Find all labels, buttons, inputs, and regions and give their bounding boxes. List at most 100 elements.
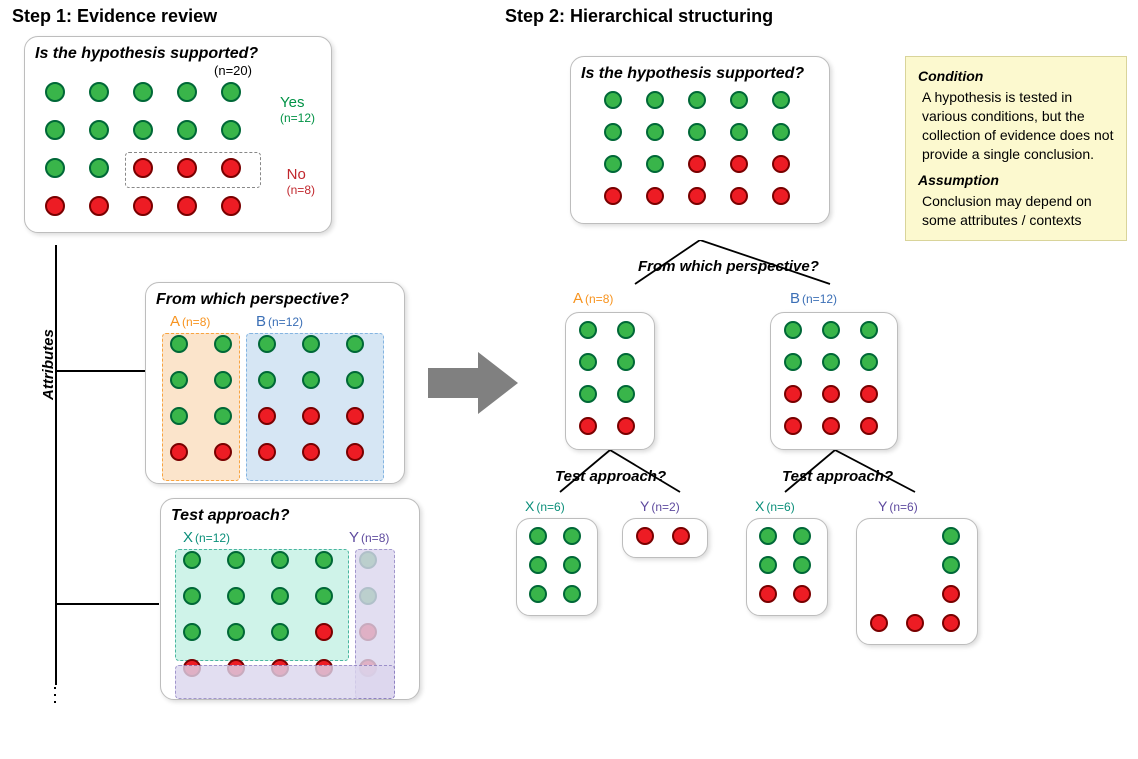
dot-green xyxy=(772,123,790,141)
dot-green xyxy=(563,556,581,574)
attr-branch-1 xyxy=(55,370,145,372)
dot-red xyxy=(258,443,276,461)
dot-red xyxy=(177,196,197,216)
yes-n: (n=12) xyxy=(280,111,315,125)
dot-green xyxy=(346,335,364,353)
note-condition-text: A hypothesis is tested in various condit… xyxy=(922,88,1114,164)
dot-red xyxy=(772,155,790,173)
dot-green xyxy=(646,91,664,109)
dot-green xyxy=(688,123,706,141)
card-hypothesis-title: Is the hypothesis supported? xyxy=(35,45,321,63)
dot-red xyxy=(688,187,706,205)
dot-green xyxy=(563,585,581,603)
dot-red xyxy=(822,385,840,403)
regionY-label: Y(n=8) xyxy=(349,529,389,546)
dot-green xyxy=(617,385,635,403)
regionX-label: X(n=12) xyxy=(183,529,230,546)
dot-red xyxy=(315,623,333,641)
dot-green xyxy=(177,82,197,102)
dot-green xyxy=(227,587,245,605)
dot-green xyxy=(529,585,547,603)
s2-AX-grid xyxy=(529,527,585,607)
dot-green xyxy=(271,551,289,569)
dot-red xyxy=(730,155,748,173)
dot-green xyxy=(563,527,581,545)
dot-green xyxy=(759,527,777,545)
dot-red xyxy=(302,407,320,425)
card-approach: Test approach? X(n=12) Y(n=8) xyxy=(160,498,420,700)
card-hypothesis: Is the hypothesis supported? (n=20) Yes … xyxy=(24,36,332,233)
dot-green xyxy=(183,623,201,641)
s2-B-grid xyxy=(784,321,884,441)
dot-green xyxy=(214,371,232,389)
dot-red xyxy=(793,585,811,603)
dot-green xyxy=(89,120,109,140)
s2AX-label: X(n=6) xyxy=(525,498,565,514)
dot-red xyxy=(45,196,65,216)
dot-green xyxy=(579,321,597,339)
dot-green xyxy=(170,407,188,425)
dot-red xyxy=(860,417,878,435)
attributes-vline xyxy=(55,245,57,685)
s2-A-grid xyxy=(579,321,641,441)
dot-green xyxy=(214,407,232,425)
s2-cardA xyxy=(565,312,655,450)
step2-title: Step 2: Hierarchical structuring xyxy=(505,6,773,27)
card-perspective: From which perspective? A(n=8) B(n=12) xyxy=(145,282,405,484)
dot-red xyxy=(214,443,232,461)
s2-A-label: A(n=8) xyxy=(573,290,613,307)
dot-green xyxy=(688,91,706,109)
dot-green xyxy=(860,353,878,371)
note-condition-title: Condition xyxy=(918,67,1114,86)
dot-green xyxy=(793,556,811,574)
s2-split1-label: From which perspective? xyxy=(638,258,819,275)
dot-green xyxy=(604,155,622,173)
dot-green xyxy=(617,353,635,371)
dot-red xyxy=(617,417,635,435)
dot-red xyxy=(646,187,664,205)
no-label: No xyxy=(287,166,315,183)
dot-red xyxy=(346,407,364,425)
dot-green xyxy=(315,587,333,605)
dot-red xyxy=(906,614,924,632)
s2-BX-grid xyxy=(759,527,815,607)
dot-green xyxy=(730,91,748,109)
card-approach-title: Test approach? xyxy=(171,507,409,525)
dot-green xyxy=(89,82,109,102)
dot-green xyxy=(133,120,153,140)
dot-green xyxy=(45,82,65,102)
dot-green xyxy=(177,120,197,140)
dot-green xyxy=(784,353,802,371)
dot-green xyxy=(271,587,289,605)
dot-red xyxy=(688,155,706,173)
regionB-label: B(n=12) xyxy=(256,313,303,330)
note-box: Condition A hypothesis is tested in vari… xyxy=(905,56,1127,241)
dot-green xyxy=(227,623,245,641)
s2-cardAX xyxy=(516,518,598,616)
note-assumption-text: Conclusion may depend on some attributes… xyxy=(922,192,1114,230)
dot-green xyxy=(45,158,65,178)
dot-red xyxy=(221,196,241,216)
step1-title: Step 1: Evidence review xyxy=(12,6,217,27)
note-assumption-title: Assumption xyxy=(918,171,1114,190)
dot-green xyxy=(579,353,597,371)
attr-cont-dots xyxy=(54,687,58,703)
dot-red xyxy=(133,196,153,216)
dot-green xyxy=(183,551,201,569)
dot-green xyxy=(346,371,364,389)
s2-root-title: Is the hypothesis supported? xyxy=(581,65,819,83)
s2-AY-grid xyxy=(636,527,694,549)
attributes-label: Attributes xyxy=(40,329,57,400)
dot-red xyxy=(942,614,960,632)
s2-cardAY xyxy=(622,518,708,558)
dot-green xyxy=(646,155,664,173)
dot-green xyxy=(221,82,241,102)
s2-cardBX xyxy=(746,518,828,616)
dot-green xyxy=(133,82,153,102)
flow-arrow-icon xyxy=(428,352,518,414)
dot-green xyxy=(942,527,960,545)
dot-green xyxy=(822,353,840,371)
s2AY-label: Y(n=2) xyxy=(640,498,680,514)
dot-green xyxy=(302,371,320,389)
dot-green xyxy=(302,335,320,353)
